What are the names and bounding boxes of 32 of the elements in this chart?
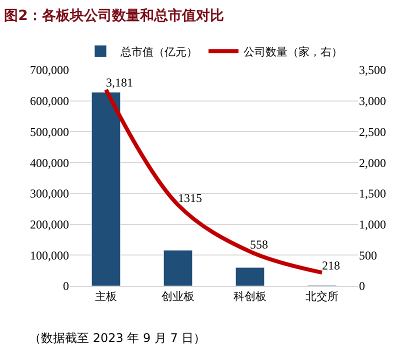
data-label: 3,181 [106,76,133,90]
data-label: 558 [250,238,268,252]
bar [235,267,265,286]
line-series [104,88,324,275]
legend-label: 总市值（亿元） [120,45,198,58]
text: （数据截至 2023 年 9 月 7 日） [29,331,206,345]
data-label: 1315 [178,190,202,205]
data-label: 218 [322,258,340,273]
bar [163,250,193,286]
y2-tick-label: 2,000 [359,156,386,170]
y2-tick-label: 1,000 [359,217,386,232]
x-tick-label: 北交所 [306,290,338,304]
y-tick-label: 0 [63,279,69,294]
y2-tick-label: 0 [359,279,365,294]
y-tick-label: 200,000 [30,217,69,232]
y2-tick-label: 500 [359,248,377,262]
legend-label: 公司数量（家，右） [244,45,342,58]
x-tick-label: 创业板 [162,290,194,304]
bar [91,92,121,286]
x-tick-label: 科创板 [234,290,266,304]
y-tick-label: 600,000 [30,94,69,108]
y2-tick-label: 3,000 [359,94,386,108]
chart-title: 图2：各板块公司数量和总市值对比 [4,7,224,24]
x-tick-label: 主板 [95,290,117,304]
y2-tick-label: 3,500 [359,63,386,78]
y-tick-label: 400,000 [30,156,69,170]
y-tick-label: 100,000 [30,248,69,262]
y-tick-label: 500,000 [30,124,69,139]
y-tick-label: 700,000 [30,63,69,78]
y-tick-label: 300,000 [30,186,69,201]
y2-tick-label: 1,500 [359,186,386,201]
y2-tick-label: 2,500 [359,124,386,139]
